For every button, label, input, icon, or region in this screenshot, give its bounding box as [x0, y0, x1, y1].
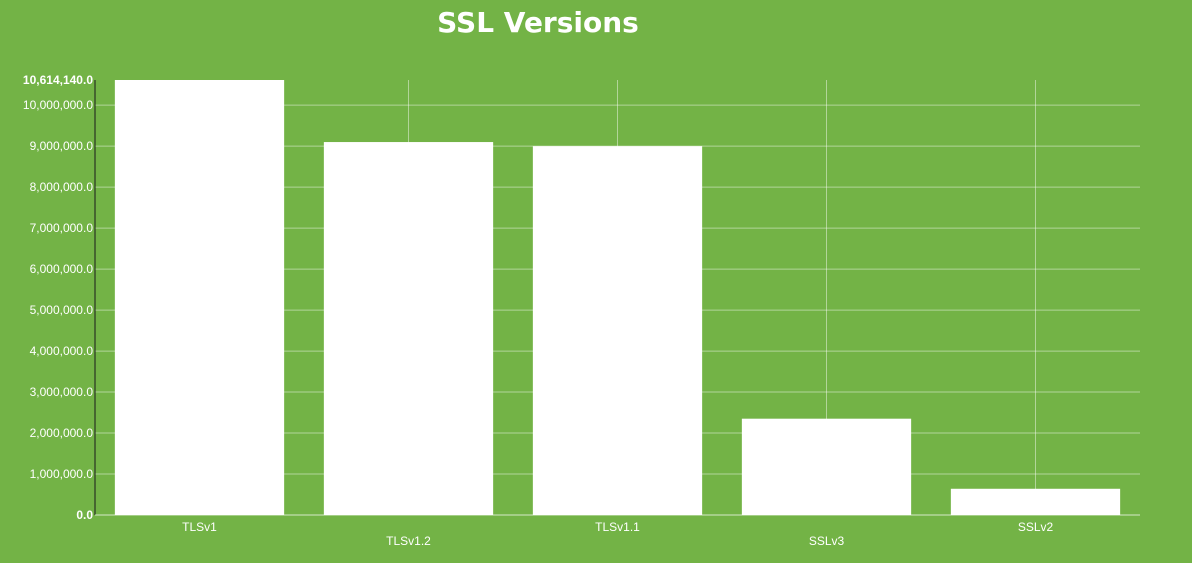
bar-layer	[114, 80, 1121, 516]
y-tick-label: 4,000,000.0	[30, 344, 94, 358]
y-tick-label: 8,000,000.0	[30, 180, 94, 194]
axis-layer	[94, 80, 1140, 516]
y-tick-label: 0.0	[76, 508, 93, 522]
x-tick-label: TLSv1	[182, 520, 217, 534]
y-tick-label: 10,614,140.0	[23, 73, 93, 87]
y-tick-label: 10,000,000.0	[23, 98, 93, 112]
bar-tlsv1-2	[323, 142, 494, 516]
x-tick-label: TLSv1.1	[595, 520, 640, 534]
bar-sslv2	[950, 488, 1121, 515]
y-tick-label: 2,000,000.0	[30, 426, 94, 440]
bar-sslv3	[741, 418, 912, 515]
y-tick-label: 5,000,000.0	[30, 303, 94, 317]
x-tick-label: TLSv1.2	[386, 534, 431, 548]
y-tick-label: 7,000,000.0	[30, 221, 94, 235]
y-tick-label: 9,000,000.0	[30, 139, 94, 153]
y-tick-label: 1,000,000.0	[30, 467, 94, 481]
x-tick-label: SSLv2	[1018, 520, 1054, 534]
bar-tlsv1	[114, 80, 285, 515]
label-layer: 0.0 1,000,000.0 2,000,000.0 3,000,000.0 4,00…	[23, 73, 1054, 548]
x-tick-label: SSLv3	[809, 534, 845, 548]
y-tick-label: 3,000,000.0	[30, 385, 94, 399]
chart-title: SSL Versions	[437, 6, 639, 39]
bar-tlsv1-1	[532, 146, 703, 515]
y-tick-label: 6,000,000.0	[30, 262, 94, 276]
